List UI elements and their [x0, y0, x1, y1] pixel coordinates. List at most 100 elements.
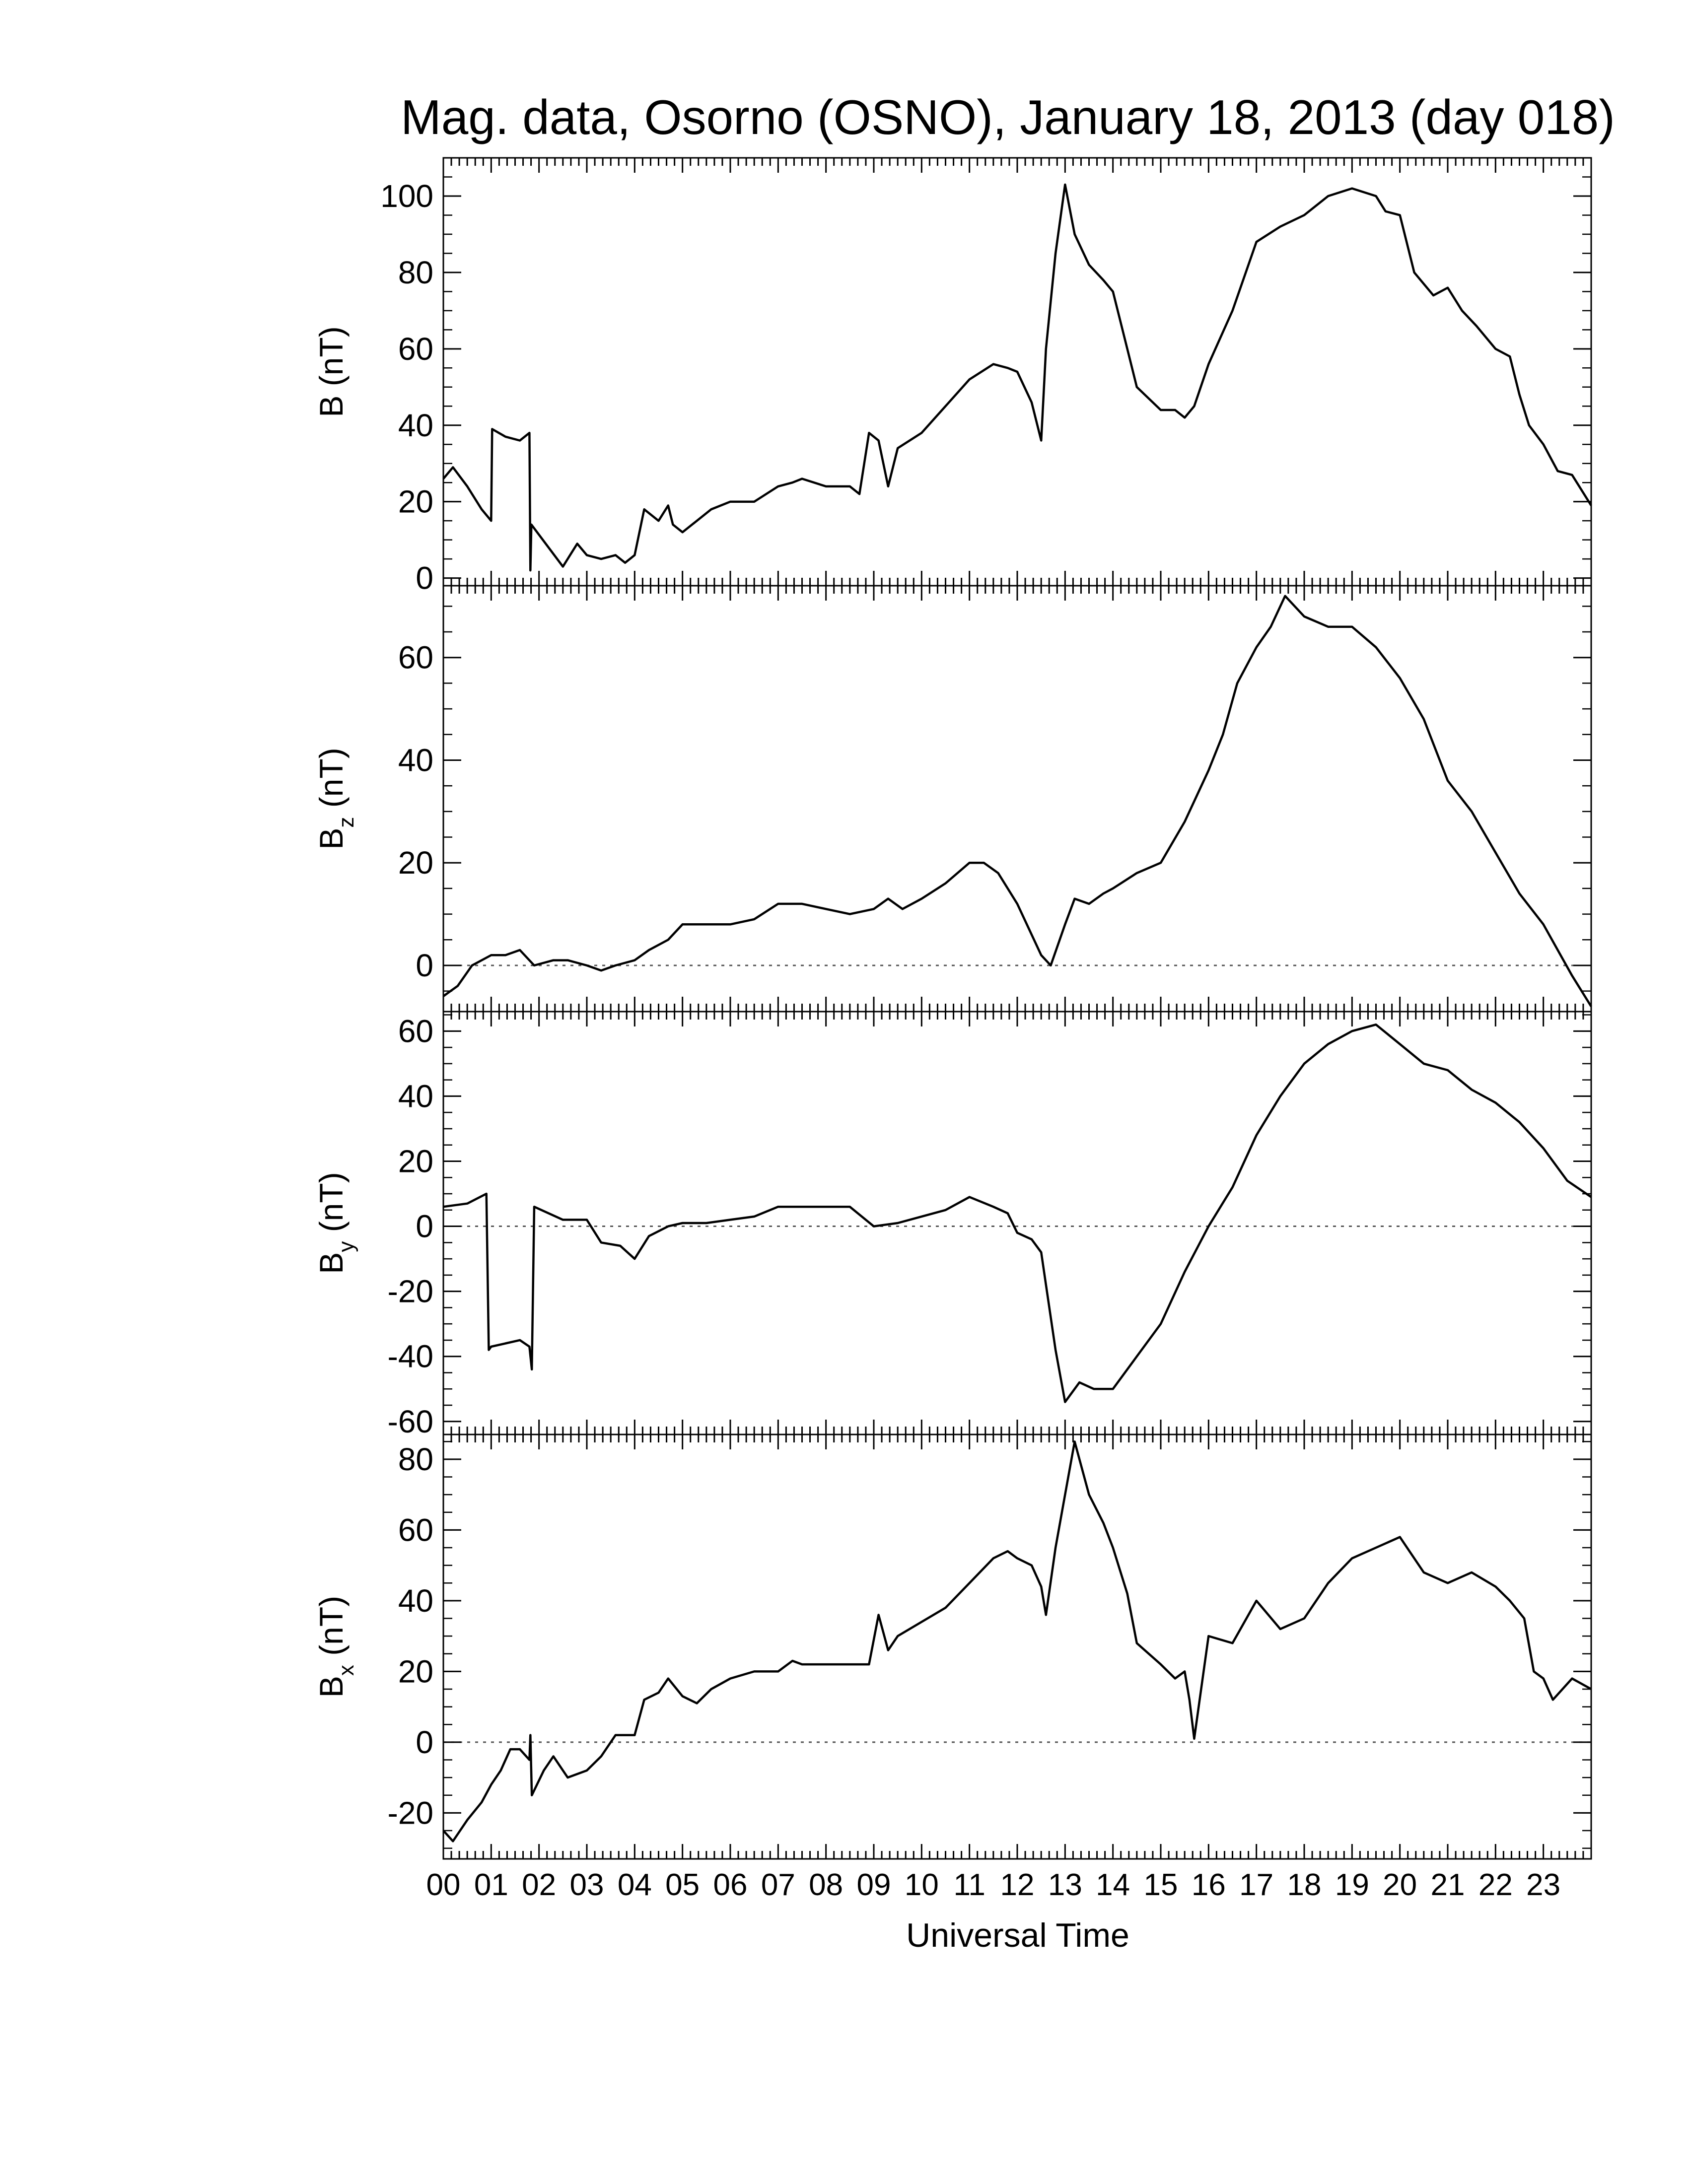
y-tick-label: 0 [416, 948, 433, 983]
data-point [566, 959, 568, 961]
data-point [1174, 409, 1176, 411]
data-point [777, 1206, 779, 1208]
data-point [1040, 440, 1042, 442]
data-point [1174, 1678, 1176, 1680]
data-point [1074, 898, 1076, 900]
data-point [548, 546, 550, 548]
y-tick-label: 40 [398, 1078, 433, 1114]
data-point [442, 478, 444, 479]
data-point [1494, 1585, 1496, 1587]
data-point [1432, 294, 1434, 296]
x-tick-label: 01 [474, 1868, 508, 1902]
y-tick-label: -20 [388, 1795, 434, 1831]
data-point [1184, 416, 1186, 418]
data-point [633, 959, 635, 961]
data-point [873, 1226, 875, 1228]
data-point [849, 1663, 851, 1665]
data-point [1509, 355, 1511, 357]
x-tick-label: 14 [1096, 1868, 1130, 1902]
data-point [1256, 1134, 1258, 1136]
data-point [897, 1635, 899, 1637]
data-point [658, 520, 659, 522]
data-point [667, 504, 669, 506]
data-point [600, 1241, 602, 1243]
series-line [443, 1023, 1592, 1403]
data-point [1007, 1212, 1009, 1214]
data-point [643, 508, 645, 510]
data-point [1399, 1043, 1401, 1045]
data-point [1399, 214, 1401, 216]
data-point [849, 913, 851, 915]
x-tick-label: 00 [426, 1868, 461, 1902]
data-point [1509, 1600, 1511, 1602]
data-point [1303, 615, 1305, 617]
data-point [849, 1206, 851, 1208]
data-point [1160, 1323, 1162, 1325]
y-axis-label: B (nT) [313, 326, 350, 417]
data-point [600, 558, 602, 560]
data-point [1327, 626, 1329, 628]
y-tick-label: 40 [398, 1583, 433, 1619]
data-point [1375, 1024, 1377, 1025]
data-point [801, 1206, 803, 1208]
panel-3: -20 0 20 40 60 80 Bx (nT) [313, 1433, 1592, 1860]
data-point [729, 501, 731, 503]
data-point [825, 1663, 827, 1665]
data-point [1045, 348, 1047, 350]
x-tick-label: 03 [570, 1868, 604, 1902]
y-axis-label-unit: (nT) [313, 1172, 350, 1241]
y-tick-label: 20 [398, 1143, 433, 1179]
data-point [466, 485, 468, 487]
y-axis-label-main: B [313, 1676, 350, 1698]
data-point [1136, 1642, 1138, 1644]
data-point [825, 485, 827, 487]
data-point [1236, 682, 1238, 684]
data-point [1232, 310, 1233, 312]
data-point [1519, 394, 1520, 396]
data-point [452, 1840, 454, 1842]
data-point [528, 1346, 530, 1348]
data-point [801, 903, 803, 905]
data-point [1351, 626, 1353, 628]
y-tick-label: 80 [398, 255, 433, 290]
data-point [887, 1649, 889, 1651]
data-point [1222, 734, 1224, 736]
data-point [667, 939, 669, 941]
data-point [868, 1663, 870, 1665]
series-line [442, 183, 1592, 572]
data-point [1016, 903, 1018, 905]
data-point [600, 969, 602, 971]
data-point [753, 1670, 755, 1672]
y-axis-label: Bz (nT) [313, 748, 358, 849]
data-point [543, 1770, 545, 1772]
data-point [1543, 1678, 1545, 1680]
data-point [1494, 348, 1496, 350]
data-point [504, 954, 506, 956]
data-point [1533, 1670, 1535, 1672]
x-tick-label: 06 [713, 1868, 748, 1902]
data-point [619, 1245, 621, 1247]
y-axis-label-unit: (nT) [313, 1596, 350, 1665]
data-point [481, 1801, 483, 1803]
x-axis-label: Universal Time [906, 1916, 1129, 1954]
data-point [1016, 1232, 1018, 1234]
data-point [1055, 1349, 1056, 1351]
y-tick-label: 0 [416, 560, 433, 596]
data-point [1064, 184, 1066, 186]
data-point [1232, 1186, 1233, 1188]
data-point [1184, 821, 1186, 823]
y-tick-label: 60 [398, 331, 433, 367]
data-point [920, 1621, 922, 1623]
data-point [562, 566, 564, 568]
data-point [1045, 1614, 1047, 1616]
data-point [1031, 402, 1033, 404]
x-tick-label: 09 [857, 1868, 891, 1902]
data-point [1160, 862, 1162, 864]
data-point [1494, 1102, 1496, 1104]
data-point [528, 1759, 530, 1761]
data-point [1552, 1699, 1554, 1701]
data-point [548, 1212, 550, 1214]
data-point [1447, 1069, 1449, 1071]
data-point [791, 481, 793, 483]
data-point [1064, 1401, 1066, 1403]
